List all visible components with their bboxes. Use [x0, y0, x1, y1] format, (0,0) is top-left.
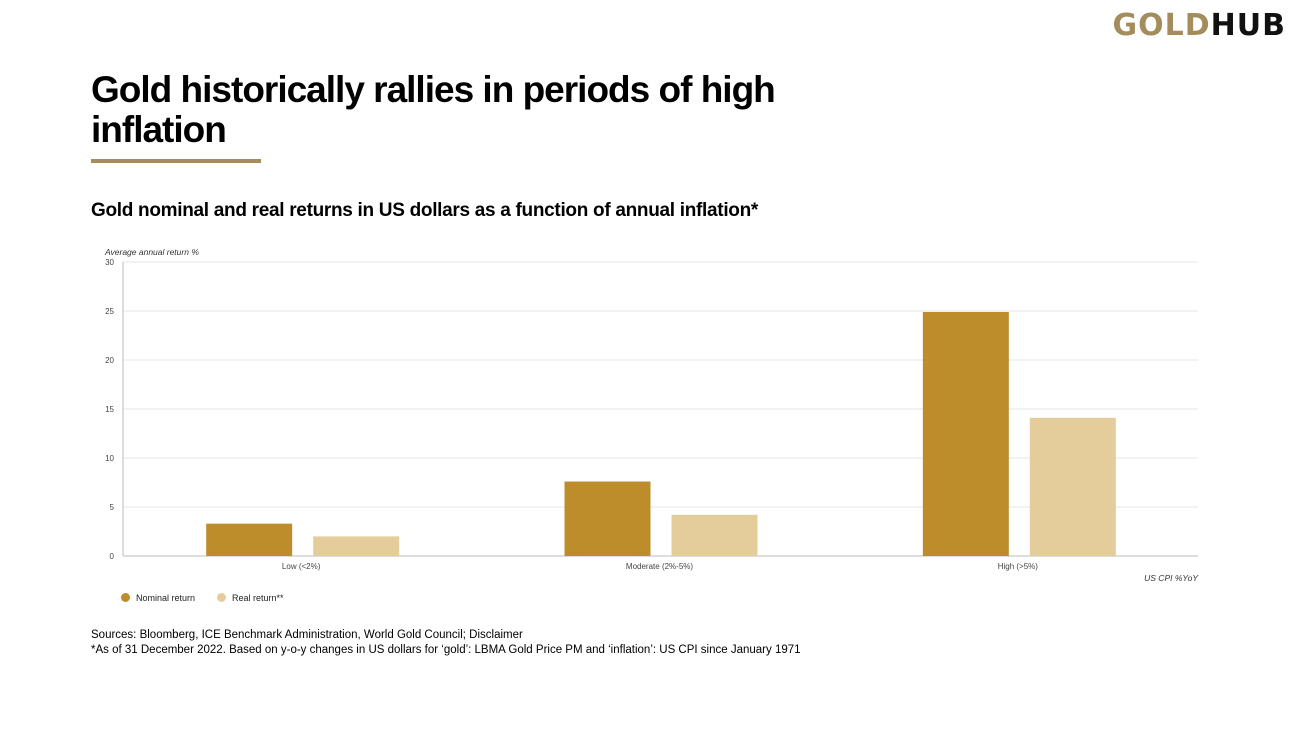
- legend-swatch-nominal: [121, 593, 130, 602]
- bar-nominal: [564, 481, 651, 556]
- y-tick-label: 0: [110, 552, 115, 561]
- legend-label: Real return**: [232, 593, 284, 603]
- y-tick-label: 10: [105, 454, 114, 463]
- x-axis-label: US CPI %YoY: [1144, 573, 1199, 583]
- bar-nominal: [206, 523, 293, 556]
- y-tick-label: 20: [105, 356, 114, 365]
- logo-hub: HUB: [1210, 8, 1286, 43]
- title-underline: [91, 159, 261, 163]
- legend-item-nominal[interactable]: Nominal return: [121, 593, 195, 603]
- legend-item-real[interactable]: Real return**: [217, 593, 284, 603]
- x-tick-label: Moderate (2%-5%): [626, 562, 693, 571]
- legend-label: Nominal return: [136, 593, 196, 603]
- bar-real: [1029, 417, 1116, 556]
- chart-legend: Nominal return Real return**: [121, 593, 284, 603]
- bar-real: [671, 514, 758, 556]
- sources: Sources: Bloomberg, ICE Benchmark Admini…: [91, 628, 801, 658]
- bar-nominal: [922, 311, 1009, 556]
- page-title: Gold historically rallies in periods of …: [91, 69, 776, 150]
- y-axis-label: Average annual return %: [104, 247, 199, 257]
- logo-gold: GOLD: [1112, 8, 1211, 43]
- legend-swatch-real: [217, 593, 227, 602]
- chart-title: Gold nominal and real returns in US doll…: [91, 200, 759, 221]
- x-tick-label: Low (<2%): [282, 562, 321, 571]
- x-tick-label: High (>5%): [998, 562, 1039, 571]
- goldhub-logo[interactable]: GOLDHUB: [1113, 8, 1287, 43]
- y-tick-label: 30: [105, 258, 114, 267]
- sources-text: Sources: Bloomberg, ICE Benchmark Admini…: [91, 629, 523, 641]
- y-tick-label: 15: [105, 405, 114, 414]
- y-tick-label: 25: [105, 307, 114, 316]
- bar-real: [313, 536, 400, 556]
- footnote-text: *As of 31 December 2022. Based on y-o-y …: [91, 644, 801, 656]
- y-tick-label: 5: [110, 503, 115, 512]
